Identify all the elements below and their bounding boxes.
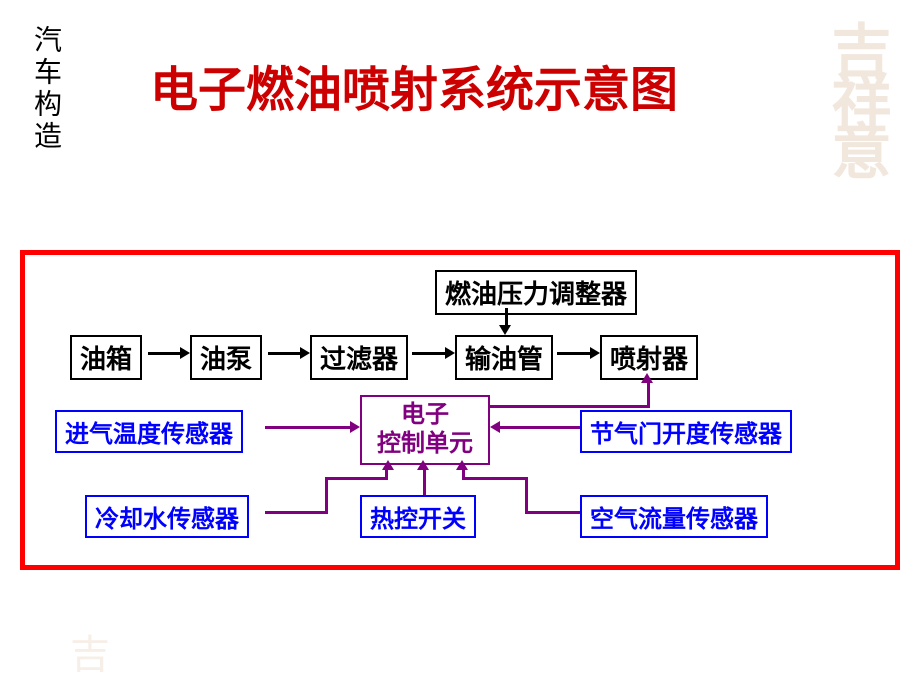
arrowhead — [350, 421, 360, 433]
edge-coolant-ecu-h — [265, 511, 328, 514]
page-title: 电子燃油喷射系统示意图 — [150, 50, 678, 120]
edge-coolant-ecu-v — [325, 477, 328, 513]
arrowhead — [490, 421, 500, 433]
node-tank: 油箱 — [70, 335, 142, 380]
watermark-top: 吉祥意 — [813, 20, 900, 170]
edge-airflow-ecu-h2 — [465, 477, 528, 480]
edge-tank-pump — [148, 352, 180, 355]
node-coolant: 冷却水传感器 — [85, 495, 249, 538]
node-filter: 过滤器 — [310, 335, 408, 380]
arrowhead — [382, 460, 394, 470]
node-intake-temp: 进气温度传感器 — [55, 410, 243, 453]
edge-filter-pipe — [412, 352, 445, 355]
edge-pipe-injector — [557, 352, 590, 355]
edge-intake-ecu — [265, 426, 350, 429]
arrowhead — [445, 347, 455, 359]
node-airflow: 空气流量传感器 — [580, 495, 768, 538]
edge-coolant-ecu-v2 — [385, 470, 388, 480]
node-throttle: 节气门开度传感器 — [580, 410, 792, 453]
node-ecu: 电子控制单元 — [360, 395, 490, 465]
side-label: 汽车构造 — [25, 25, 65, 153]
node-regulator: 燃油压力调整器 — [435, 270, 637, 315]
arrowhead — [590, 347, 600, 359]
edge-airflow-ecu-v2 — [462, 470, 465, 480]
edge-thermal-ecu — [423, 470, 426, 495]
arrowhead — [180, 347, 190, 359]
diagram-frame: 燃油压力调整器 油箱 油泵 过滤器 输油管 喷射器 电子控制单元 进气温度传感器… — [20, 250, 900, 570]
arrowhead — [300, 347, 310, 359]
node-pipe: 输油管 — [455, 335, 553, 380]
watermark-bottom: 吉 — [70, 622, 110, 680]
edge-ecu-injector-v — [647, 383, 650, 408]
edge-throttle-ecu — [500, 426, 580, 429]
edge-pump-filter — [268, 352, 300, 355]
arrowhead — [417, 460, 429, 470]
arrowhead — [641, 373, 653, 383]
arrowhead — [456, 460, 468, 470]
arrowhead — [499, 325, 511, 335]
edge-coolant-ecu-h2 — [325, 477, 385, 480]
edge-regulator-pipe — [505, 308, 508, 325]
edge-airflow-ecu-v — [525, 477, 528, 514]
node-thermal: 热控开关 — [360, 495, 476, 538]
node-pump: 油泵 — [190, 335, 262, 380]
edge-airflow-ecu-h — [525, 511, 580, 514]
edge-ecu-injector-h — [490, 405, 650, 408]
